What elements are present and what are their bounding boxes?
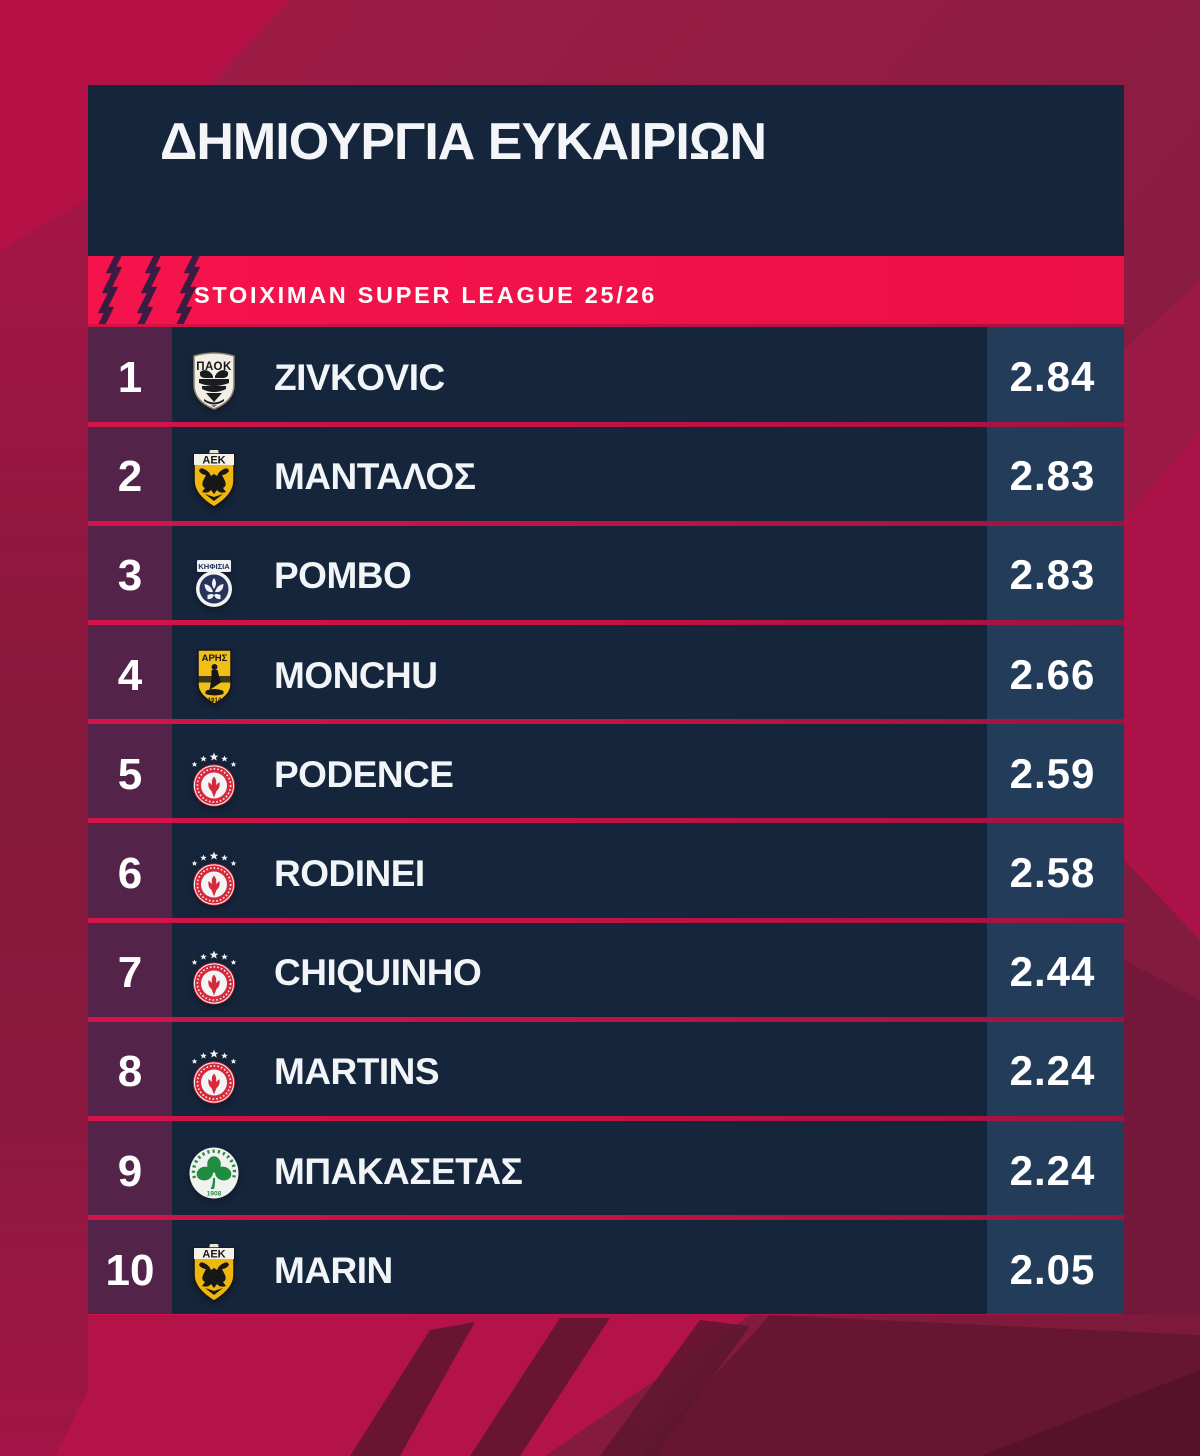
- svg-text:1914: 1914: [207, 698, 221, 704]
- svg-text:1908: 1908: [207, 1191, 222, 1198]
- svg-text:ΑΕΚ: ΑΕΚ: [202, 1248, 225, 1260]
- svg-text:ΠΑΟΚ: ΠΑΟΚ: [196, 361, 232, 373]
- svg-text:ΚΗΦΙΣΙΑ: ΚΗΦΙΣΙΑ: [198, 562, 230, 571]
- svg-text:ΑΡΗΣ: ΑΡΗΣ: [201, 653, 227, 664]
- svg-text:ΑΕΚ: ΑΕΚ: [202, 455, 225, 467]
